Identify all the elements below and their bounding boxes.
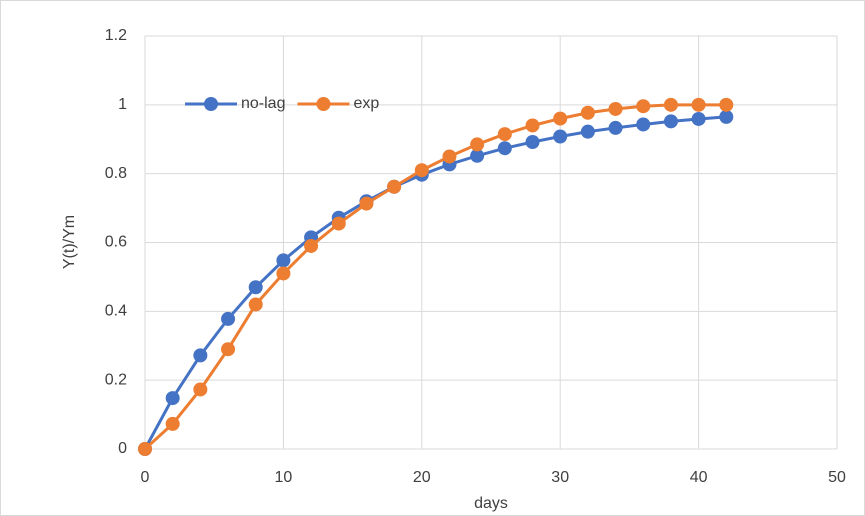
- data-point: [580, 105, 595, 120]
- series-line: [143, 103, 727, 451]
- data-point: [608, 101, 623, 116]
- y-tick-label: 0.6: [105, 234, 127, 251]
- series-line: [143, 115, 727, 450]
- y-tick-label: 0.2: [105, 371, 127, 388]
- x-tick-label: 10: [275, 469, 293, 486]
- data-point: [608, 120, 623, 135]
- data-point: [193, 382, 208, 397]
- data-point: [165, 416, 180, 431]
- data-point: [276, 266, 291, 281]
- data-point: [470, 148, 485, 163]
- data-point: [414, 163, 429, 178]
- data-point: [165, 391, 180, 406]
- x-axis-label: days: [474, 495, 508, 512]
- data-point: [442, 149, 457, 164]
- data-point: [497, 141, 512, 156]
- legend-label: exp: [353, 95, 379, 112]
- data-point: [663, 114, 678, 129]
- y-tick-label: 1.2: [105, 27, 127, 44]
- data-point: [525, 135, 540, 150]
- x-tick-label: 40: [690, 469, 708, 486]
- y-tick-label: 0: [118, 440, 127, 457]
- data-point: [719, 97, 734, 112]
- data-point: [193, 348, 208, 363]
- data-point: [359, 196, 374, 211]
- data-point: [331, 216, 346, 231]
- data-point: [719, 109, 734, 124]
- x-tick-label: 0: [141, 469, 150, 486]
- data-point: [663, 97, 678, 112]
- data-point: [553, 129, 568, 144]
- data-point: [636, 117, 651, 132]
- data-point: [221, 342, 236, 357]
- y-tick-label: 0.4: [105, 303, 127, 320]
- legend-label: no-lag: [241, 95, 285, 112]
- data-point: [248, 280, 263, 295]
- x-tick-label: 20: [413, 469, 431, 486]
- data-point: [470, 137, 485, 152]
- data-point: [691, 111, 706, 126]
- data-point: [304, 238, 319, 253]
- y-tick-label: 0.8: [105, 165, 127, 182]
- data-point: [553, 111, 568, 126]
- data-point: [276, 253, 291, 268]
- x-tick-label: 50: [828, 469, 846, 486]
- data-point: [580, 124, 595, 139]
- data-point: [248, 297, 263, 312]
- data-point: [221, 311, 236, 326]
- legend-swatch-marker: [316, 97, 331, 111]
- legend-swatch-marker: [204, 97, 218, 111]
- data-point: [138, 442, 152, 456]
- data-point: [387, 179, 402, 194]
- data-point: [497, 127, 512, 142]
- data-point: [636, 99, 651, 114]
- data-point: [525, 118, 540, 133]
- y-axis-label: Y(t)/Ym: [61, 215, 78, 269]
- data-point: [691, 97, 706, 112]
- x-tick-label: 30: [551, 469, 569, 486]
- y-tick-label: 1: [118, 96, 127, 113]
